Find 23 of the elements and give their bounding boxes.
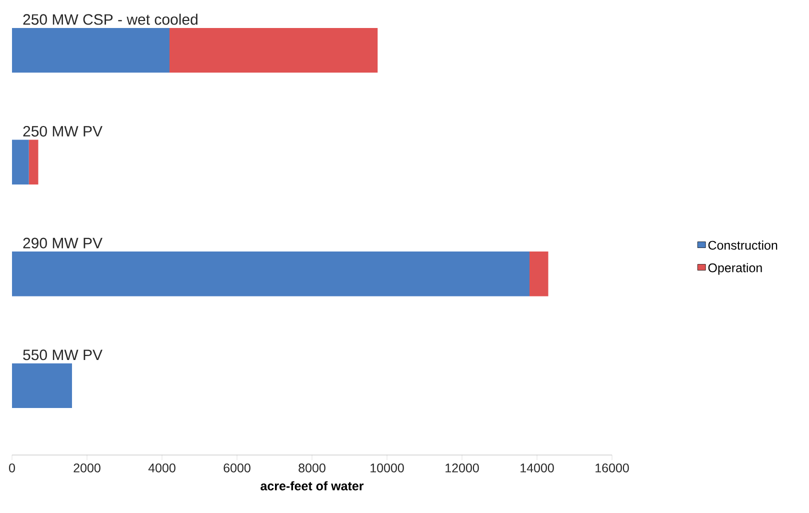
x-tick-label: 6000 bbox=[224, 464, 250, 472]
x-tick-label: 4000 bbox=[148, 464, 176, 472]
x-tick-label: 2000 bbox=[74, 464, 100, 472]
legend-label: Construction bbox=[708, 240, 778, 250]
x-tick-label: 12000 bbox=[446, 464, 479, 472]
x-tick-label: 8000 bbox=[298, 464, 326, 472]
bar bbox=[170, 28, 378, 73]
y-tick-label: 250 MW CSP - wet cooled bbox=[23, 14, 198, 25]
x-tick-label: 0 bbox=[9, 464, 15, 472]
x-tick-label: 16000 bbox=[596, 464, 629, 472]
y-tick-label: 550 MW PV bbox=[23, 350, 102, 360]
bar bbox=[12, 363, 72, 408]
bar bbox=[12, 28, 170, 73]
bar bbox=[12, 140, 29, 184]
bar bbox=[12, 252, 530, 296]
bar bbox=[530, 252, 548, 296]
y-tick-label: 250 MW PV bbox=[23, 126, 102, 137]
y-tick-label: 290 MW PV bbox=[23, 238, 102, 248]
x-tick-label: 14000 bbox=[520, 464, 554, 472]
x-axis-title: acre-feet of water bbox=[260, 481, 364, 490]
bar bbox=[28, 140, 38, 184]
legend-label: Operation bbox=[708, 263, 762, 275]
x-tick-label: 10000 bbox=[370, 464, 404, 472]
